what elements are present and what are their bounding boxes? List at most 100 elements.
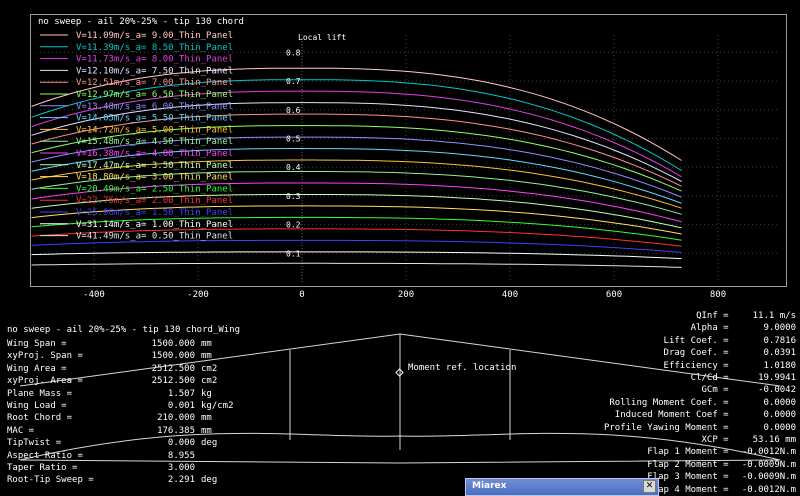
y-tick-label: 0.4	[286, 163, 301, 172]
graph-frame[interactable]	[30, 14, 787, 287]
aero-result-row: Rolling Moment Coef. = 0.0000	[609, 397, 796, 409]
miarex-window-titlebar[interactable]: Miarex ✕	[465, 478, 659, 496]
legend-entry: V=11.09m/s_a= 9.00_Thin_Panel	[76, 31, 233, 41]
close-icon[interactable]: ✕	[643, 480, 656, 493]
legend-entry: V=12.10m/s_a= 7.50_Thin_Panel	[76, 66, 233, 76]
legend-entry: V=12.97m/s_a= 6.50_Thin_Panel	[76, 90, 233, 100]
property-unit: deg	[201, 475, 218, 486]
lift-curve	[31, 216, 682, 241]
result-value: 0.7816	[763, 335, 796, 346]
aero-result-row: QInf = 11.1 m/s	[696, 310, 796, 322]
wing-property-row: Wing Load = 0.001 kg/cm2	[7, 400, 234, 412]
wing-property-row: Wing Span = 1500.000 mm	[7, 338, 212, 350]
property-value: 2512.500	[151, 376, 195, 387]
property-value: 1500.000	[151, 351, 195, 362]
property-value: 2.291	[167, 475, 195, 486]
lift-curve	[31, 79, 682, 172]
property-unit: kg/cm2	[201, 401, 234, 411]
result-label: Drag Coef. =	[663, 348, 729, 359]
aero-result-row: Flap 3 Moment = -0.0009N.m	[647, 471, 796, 483]
x-tick-label: -400	[83, 290, 105, 300]
local-lift-graph[interactable]: -400 -200 0 200 400 600 800 0.1 0.2 0.3 0.4 0.5 0.6 0…	[0, 0, 800, 300]
aero-result-row: Flap 4 Moment = -0.0012N.m	[647, 484, 796, 496]
property-unit: mm	[201, 351, 212, 362]
wing-property-row: Taper Ratio = 3.000	[7, 462, 201, 474]
lift-curve	[31, 182, 682, 223]
result-value: 0.0391	[763, 348, 796, 359]
result-label: Lift Coef. =	[663, 335, 729, 346]
lift-curve	[31, 171, 682, 215]
property-value: 210.000	[157, 413, 195, 424]
lift-curve	[31, 148, 682, 204]
lift-curve	[31, 102, 682, 182]
result-label: Profile Yawing Moment =	[603, 422, 729, 433]
legend-entry: V=18.80m/s_a= 3.00_Thin_Panel	[76, 173, 233, 183]
legend-entry: V=14.72m/s_a= 5.00_Thin_Panel	[76, 125, 233, 135]
aero-result-row: Lift Coef. = 0.7816	[664, 335, 796, 347]
lift-curve	[31, 113, 682, 187]
lift-curve	[31, 136, 682, 198]
lift-curve	[31, 159, 682, 209]
property-value: 2512.500	[151, 363, 195, 374]
property-value: 8.955	[167, 450, 195, 461]
y-axis-label: Local lift	[298, 33, 346, 42]
aero-result-row: Profile Yawing Moment = 0.0000	[604, 422, 796, 434]
moment-ref-label: Moment ref. location	[408, 363, 516, 373]
legend-entry: V=41.49m/s_a= 0.50_Thin_Panel	[76, 232, 233, 242]
lift-curve	[31, 262, 682, 268]
result-label: Flap 4 Moment =	[647, 484, 729, 495]
result-label: XCP =	[701, 435, 729, 445]
aero-result-row: Alpha = 9.0000	[691, 322, 796, 334]
lift-curve	[31, 205, 682, 235]
property-label: Aspect Ratio =	[7, 450, 83, 461]
result-value: 11.1 m/s	[752, 311, 796, 321]
property-unit: kg	[201, 388, 212, 399]
lift-curve	[31, 239, 682, 253]
legend-entry: V=11.39m/s_a= 8.50_Thin_Panel	[76, 43, 233, 53]
y-tick-label: 0.2	[286, 221, 301, 230]
graph-title: no sweep - ail 20%-25% - tip 130 chord	[38, 17, 244, 27]
result-value: 9.0000	[763, 323, 796, 334]
property-label: Wing Span =	[7, 339, 67, 349]
wing-property-row: xyProj. Area = 2512.500 cm2	[7, 375, 217, 387]
x-tick-label: 400	[502, 290, 518, 300]
moment-ref-marker[interactable]	[395, 368, 404, 377]
property-label: MAC =	[7, 425, 35, 436]
result-label: Flap 3 Moment =	[647, 472, 729, 483]
property-unit: mm	[201, 413, 212, 424]
aero-result-row: Efficiency = 1.0180	[664, 360, 796, 372]
wing-property-row: Wing Area = 2512.500 cm2	[7, 363, 217, 375]
x-tick-label: 200	[398, 290, 414, 300]
result-label: Flap 2 Moment =	[647, 459, 729, 470]
result-value: -0.0042	[758, 385, 796, 396]
wing-property-row: Aspect Ratio = 8.955	[7, 450, 201, 462]
wing-property-row: TipTwist = 0.000 deg	[7, 437, 217, 449]
property-unit: mm	[201, 425, 212, 436]
result-value: -0.0012N.m	[741, 447, 796, 458]
lift-curves	[31, 67, 682, 268]
property-value: 1.507	[167, 388, 195, 399]
result-label: Cl/Cd =	[690, 373, 729, 383]
x-tick-label: 0	[299, 290, 304, 300]
y-tick-label: 0.1	[286, 249, 301, 258]
result-label: Efficiency =	[663, 360, 729, 371]
property-label: Wing Load =	[7, 401, 67, 411]
legend-entry: V=25.98m/s_a= 1.50_Thin_Panel	[76, 208, 233, 218]
trailing-edge	[19, 459, 781, 464]
result-label: Rolling Moment Coef. =	[609, 397, 729, 408]
result-label: QInf =	[696, 311, 729, 321]
aero-result-row: Induced Moment Coef = 0.0000	[615, 409, 796, 421]
legend-entry: V=20.49m/s_a= 2.50_Thin_Panel	[76, 184, 233, 194]
result-value: 0.0000	[763, 397, 796, 408]
legend-entry: V=15.48m/s_a= 4.50_Thin_Panel	[76, 137, 233, 147]
legend-entry: V=13.48m/s_a= 6.00_Thin_Panel	[76, 102, 233, 112]
y-tick-label: 0.6	[286, 106, 301, 115]
property-label: Root-Tip Sweep =	[7, 475, 94, 486]
property-label: Wing Area =	[7, 363, 67, 374]
lift-curve	[31, 90, 682, 178]
x-tick-label: -200	[187, 290, 209, 300]
result-value: -0.0009N.m	[741, 472, 796, 483]
wing-property-row: Root Chord = 210.000 mm	[7, 412, 212, 424]
result-value: -0.0009N.m	[741, 459, 796, 470]
result-label: Alpha =	[690, 323, 729, 334]
